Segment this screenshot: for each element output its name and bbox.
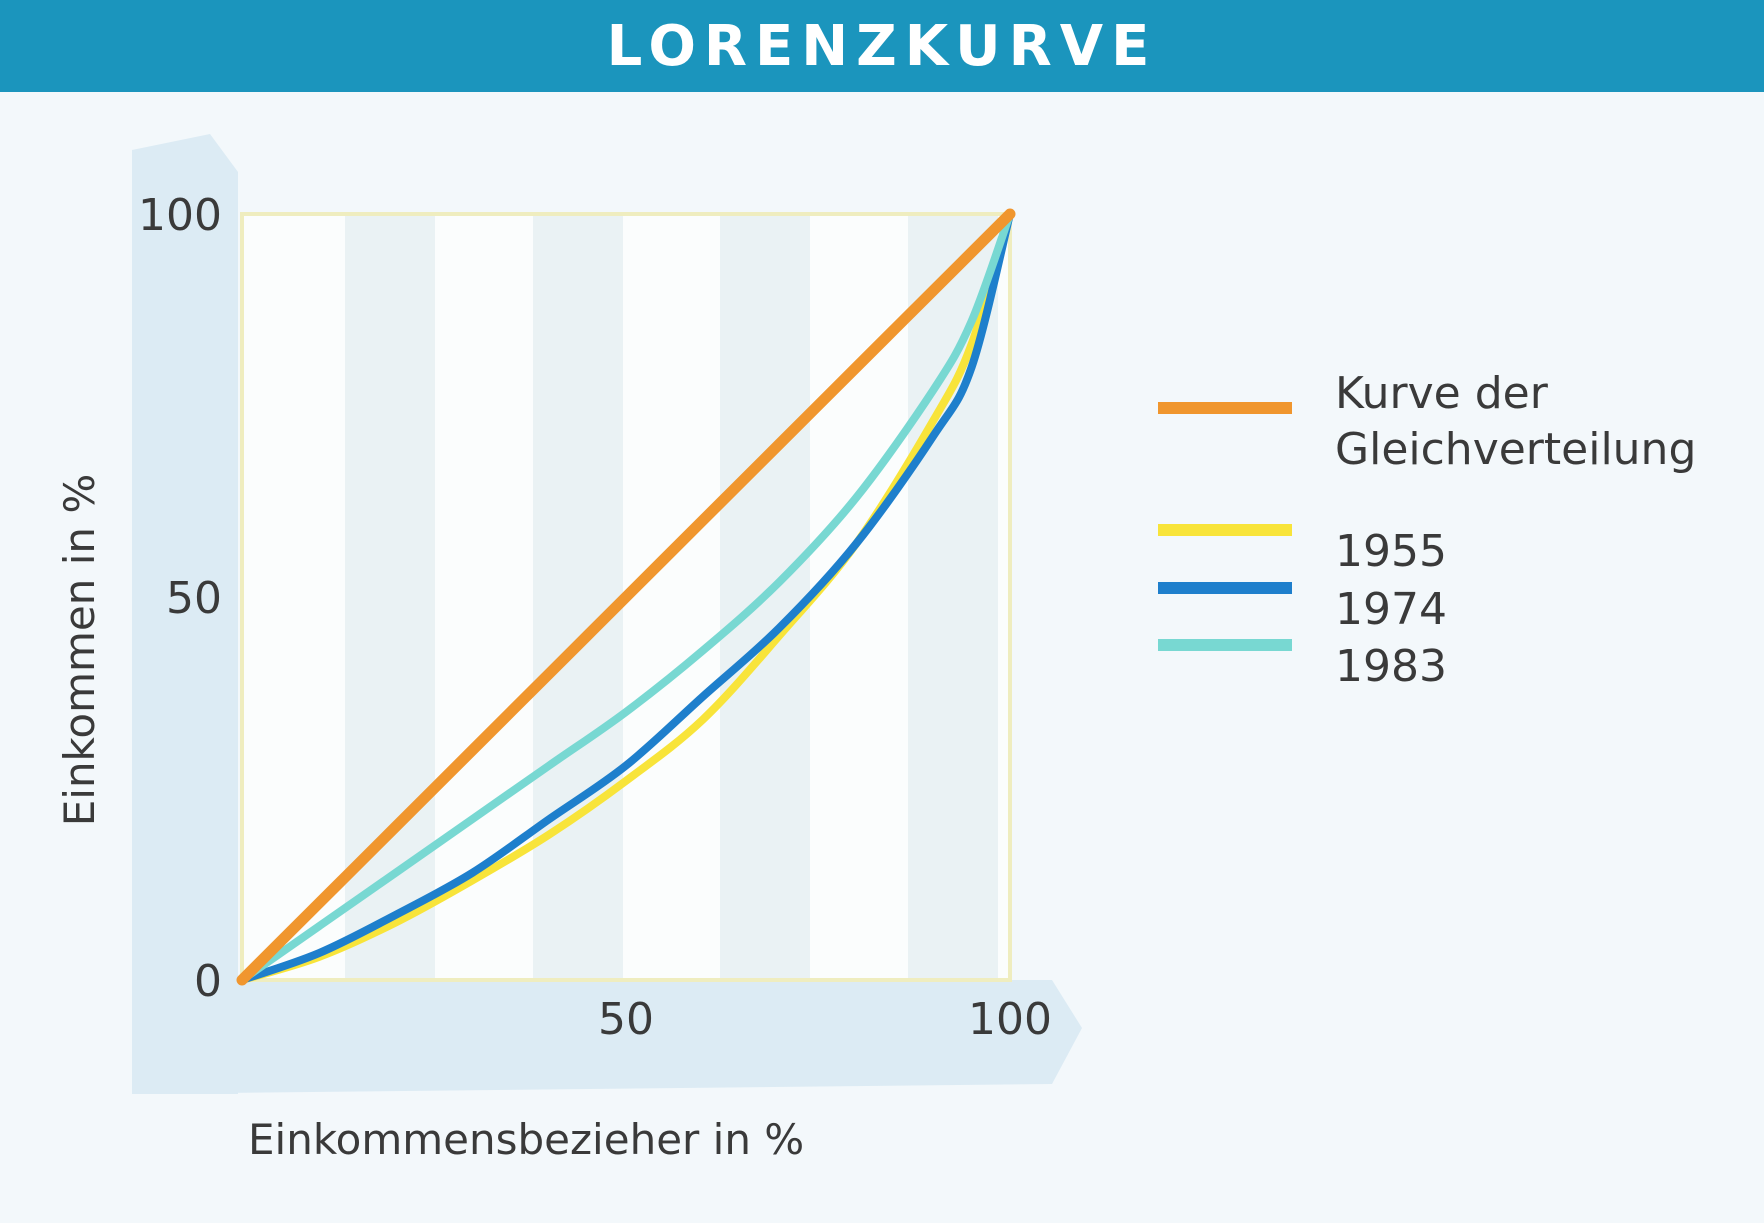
- series-lines: [236, 208, 1016, 986]
- series-line-kurve-der-gleichverteilung: [236, 208, 1016, 986]
- legend-label: Gleichverteilung: [1335, 424, 1696, 475]
- x-tick-label: 100: [968, 994, 1052, 1045]
- x-axis-band: [132, 980, 1082, 1094]
- y-tick-labels: 0 50 100: [138, 190, 222, 1007]
- legend-label: 1983: [1335, 641, 1447, 692]
- series-line-1955: [238, 210, 1014, 984]
- axis-bands: [132, 134, 1082, 1094]
- y-tick-label: 100: [138, 190, 222, 241]
- y-tick-label: 0: [194, 956, 222, 1007]
- x-tick-labels: 50 100: [598, 994, 1052, 1045]
- y-tick-label: 50: [166, 573, 222, 624]
- series-line-1974: [238, 210, 1014, 984]
- header-bar: LORENZKURVE: [0, 0, 1764, 92]
- x-axis-label: Einkommensbezieher in %: [248, 1115, 804, 1164]
- legend-label: Kurve der: [1335, 368, 1549, 419]
- x-tick-label: 50: [598, 994, 654, 1045]
- plot-stripe: [533, 214, 623, 980]
- legend-label: 1955: [1335, 526, 1447, 577]
- series-line-1983: [238, 210, 1014, 984]
- plot-frame: [240, 212, 1012, 982]
- chart-title: LORENZKURVE: [606, 13, 1158, 79]
- legend-label: 1974: [1335, 584, 1447, 635]
- y-axis-band: [132, 134, 238, 1094]
- y-axis-label: Einkommen in %: [55, 474, 104, 827]
